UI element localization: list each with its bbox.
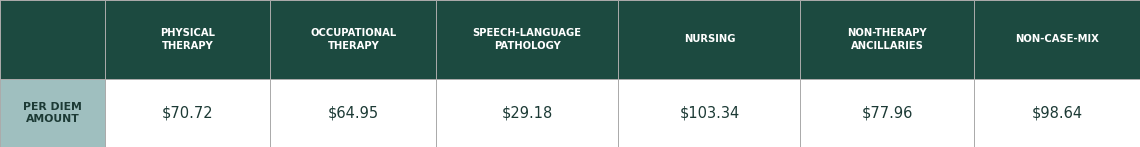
Text: $103.34: $103.34	[679, 105, 740, 120]
Bar	[800, 79, 975, 147]
Bar	[618, 0, 800, 79]
Bar	[437, 0, 618, 79]
Bar	[800, 0, 975, 79]
Text: SPEECH-LANGUAGE
PATHOLOGY: SPEECH-LANGUAGE PATHOLOGY	[473, 28, 581, 51]
Bar	[0, 79, 105, 147]
Bar	[618, 79, 800, 147]
Text: NURSING: NURSING	[684, 34, 735, 44]
Text: OCCUPATIONAL
THERAPY: OCCUPATIONAL THERAPY	[310, 28, 397, 51]
Bar	[975, 79, 1140, 147]
Text: $64.95: $64.95	[327, 105, 378, 120]
Text: $77.96: $77.96	[862, 105, 913, 120]
Bar	[105, 79, 270, 147]
Bar	[105, 0, 270, 79]
Text: PER DIEM
AMOUNT: PER DIEM AMOUNT	[23, 102, 82, 124]
Bar	[0, 0, 105, 79]
Bar	[270, 79, 437, 147]
Text: $29.18: $29.18	[502, 105, 553, 120]
Text: NON-CASE-MIX: NON-CASE-MIX	[1016, 34, 1099, 44]
Bar	[437, 79, 618, 147]
Bar	[270, 0, 437, 79]
Bar	[975, 0, 1140, 79]
Text: $70.72: $70.72	[162, 105, 213, 120]
Text: PHYSICAL
THERAPY: PHYSICAL THERAPY	[161, 28, 215, 51]
Text: $98.64: $98.64	[1032, 105, 1083, 120]
Text: NON-THERAPY
ANCILLARIES: NON-THERAPY ANCILLARIES	[848, 28, 927, 51]
